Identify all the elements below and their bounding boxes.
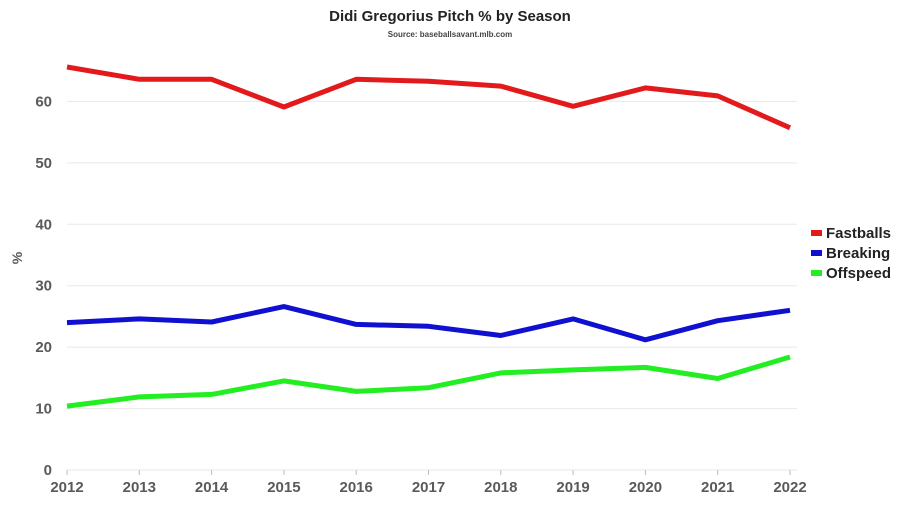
y-tick-label: 60 — [35, 93, 52, 110]
x-tick-label: 2013 — [123, 479, 156, 496]
y-tick-label: 40 — [35, 216, 52, 233]
legend-label-fastballs: Fastballs — [826, 225, 891, 242]
y-tick-label: 20 — [35, 339, 52, 356]
x-tick-label: 2020 — [629, 479, 662, 496]
legend-swatch-offspeed — [811, 270, 822, 276]
chart-title: Didi Gregorius Pitch % by Season — [329, 8, 571, 25]
gridlines — [67, 100, 797, 410]
x-tick-label: 2018 — [484, 479, 517, 496]
legend: Fastballs Breaking Offspeed — [811, 225, 891, 282]
y-tick-label: 10 — [35, 401, 52, 418]
x-tick-label: 2021 — [701, 479, 734, 496]
y-axis-label: % — [9, 251, 25, 264]
x-tick-label: 2014 — [195, 479, 229, 496]
x-tick-label: 2012 — [50, 479, 83, 496]
x-tick-label: 2016 — [340, 479, 373, 496]
y-tick-label: 0 — [44, 462, 52, 479]
legend-swatch-breaking — [811, 250, 822, 256]
series-line-offspeed — [66, 354, 791, 409]
x-tick-label: 2022 — [773, 479, 806, 496]
series-line-fastballs — [66, 64, 792, 131]
y-tick-label: 50 — [35, 155, 52, 172]
legend-label-breaking: Breaking — [826, 245, 890, 262]
series-line-breaking — [66, 304, 791, 343]
x-tick-label: 2015 — [267, 479, 300, 496]
legend-swatch-fastballs — [811, 230, 822, 236]
x-tick-label: 2017 — [412, 479, 445, 496]
y-tick-label: 30 — [35, 278, 52, 295]
axes: 0 10 20 30 40 50 60 2012 2013 2014 2015 2016 2017 201… — [35, 93, 806, 496]
x-tick-label: 2019 — [556, 479, 589, 496]
chart-subtitle: Source: baseballsavant.mlb.com — [388, 30, 513, 39]
legend-label-offspeed: Offspeed — [826, 265, 891, 282]
series-lines — [66, 64, 792, 409]
